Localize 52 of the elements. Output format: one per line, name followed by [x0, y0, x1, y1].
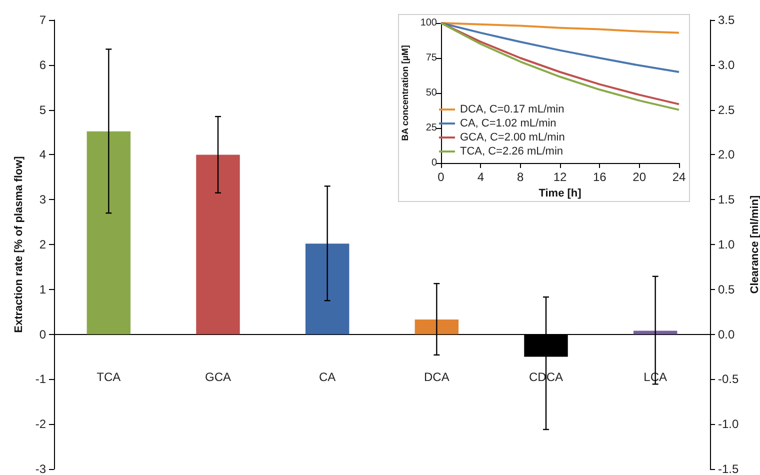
y2-tick-label: -1.0: [718, 417, 740, 432]
bar: [86, 131, 131, 334]
y-tick-label: 100: [420, 18, 438, 28]
y-tick-label: 25: [426, 122, 438, 134]
x-tick-label: 16: [592, 170, 607, 184]
y2-tick-label: 3.5: [718, 13, 736, 27]
x-tick-label: GCA: [204, 370, 232, 384]
x-tick-label: DCA: [424, 370, 450, 384]
y2-axis-title: Clearance [ml/min]: [749, 194, 760, 294]
legend-label: GCA, C=2.00 mL/min: [460, 132, 565, 144]
bar: [633, 330, 678, 334]
y-tick-label: 4: [39, 148, 46, 162]
y2-tick-label: 0.0: [718, 327, 736, 342]
bar: [414, 319, 459, 334]
y-tick-label: 0: [431, 158, 438, 168]
x-tick-label: 24: [672, 170, 686, 184]
x-tick-label: 8: [516, 170, 524, 184]
y2-tick-label: -0.5: [718, 372, 740, 386]
y2-tick-label: 0.5: [718, 282, 736, 296]
y-tick-label: 5: [39, 102, 46, 117]
y2-tick-label: 1.5: [718, 192, 736, 207]
y-axis-title: BA concentration [µM]: [400, 45, 410, 141]
y-tick-label: -3: [35, 462, 46, 475]
x-tick-label: CA: [318, 370, 336, 384]
x-tick-label: TCA: [96, 370, 121, 384]
legend-label: TCA, C=2.26 mL/min: [460, 146, 564, 158]
y-tick-label: 1: [39, 282, 46, 296]
y-tick-label: 2: [39, 238, 46, 252]
y-tick-label: 6: [39, 58, 46, 72]
line-series: [440, 22, 680, 34]
bar: [305, 244, 350, 334]
legend-label: CA, C=1.02 mL/min: [460, 118, 556, 130]
y-tick-label: 7: [39, 13, 46, 27]
y-tick-label: 50: [426, 88, 438, 98]
y2-tick-label: 2.0: [718, 148, 736, 162]
x-tick-label: 4: [477, 170, 484, 184]
y-tick-label: 0: [39, 327, 46, 342]
y-tick-label: 3: [39, 192, 46, 207]
y2-tick-label: 1.0: [718, 238, 736, 252]
y2-tick-label: -1.5: [718, 462, 740, 475]
x-axis-title: Time [h]: [538, 187, 582, 200]
x-tick-label: 12: [553, 170, 567, 184]
y-axis-title: Extraction rate [% of plasma flow]: [12, 156, 25, 333]
y-tick-label: -2: [35, 417, 46, 432]
y2-tick-label: 2.5: [718, 102, 736, 117]
bar: [196, 154, 240, 334]
y-tick-label: -1: [35, 372, 46, 386]
y2-tick-label: 3.0: [718, 58, 736, 72]
y-tick-label: 75: [426, 52, 438, 64]
line-series: [440, 22, 680, 73]
legend-label: DCA, C=0.17 mL/min: [460, 104, 564, 116]
x-tick-label: 20: [632, 170, 646, 184]
